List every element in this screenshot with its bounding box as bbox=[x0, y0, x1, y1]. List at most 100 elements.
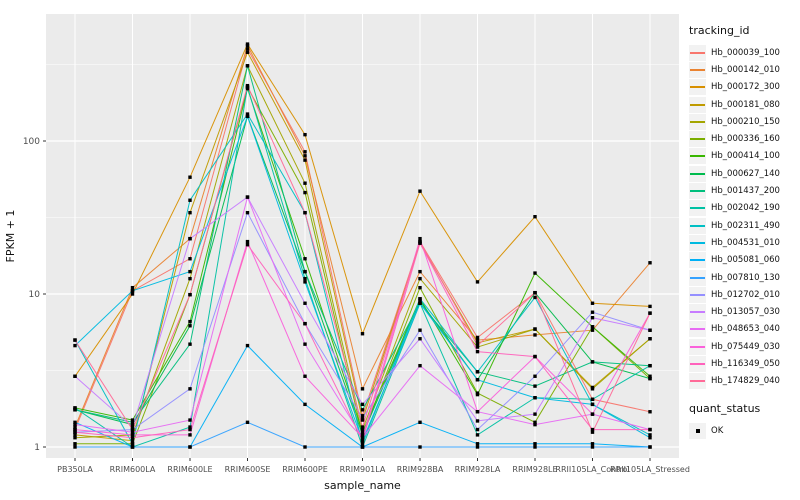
legend-item: Hb_075449_030 bbox=[689, 338, 799, 355]
x-axis-title: sample_name bbox=[324, 479, 401, 492]
data-point bbox=[188, 425, 192, 429]
legend-key-swatch bbox=[689, 338, 706, 355]
legend-color-line bbox=[690, 68, 705, 71]
x-tick-label: RRIM600LA bbox=[110, 465, 156, 474]
data-point bbox=[245, 210, 250, 215]
legend-item: Hb_048653_040 bbox=[689, 321, 799, 338]
data-point bbox=[188, 324, 192, 328]
legend-item: Hb_007810_130 bbox=[689, 269, 799, 286]
data-point bbox=[418, 285, 422, 290]
data-point bbox=[303, 321, 307, 326]
legend-item: Hb_001437_200 bbox=[689, 182, 799, 200]
legend-item: Hb_000627_140 bbox=[689, 165, 799, 182]
data-point bbox=[130, 442, 135, 446]
legend-label: Hb_000414_100 bbox=[711, 151, 780, 162]
legend-label: Hb_048653_040 bbox=[711, 324, 780, 335]
legend-item: Hb_116349_050 bbox=[689, 355, 799, 372]
data-point bbox=[533, 327, 537, 331]
data-point bbox=[130, 438, 135, 443]
data-point bbox=[188, 445, 192, 449]
data-point bbox=[475, 370, 480, 374]
legend-key-swatch bbox=[689, 373, 706, 390]
data-point bbox=[130, 289, 135, 293]
data-point bbox=[648, 261, 652, 265]
data-point bbox=[303, 210, 307, 215]
x-tick-label: RRII105LA_Control bbox=[555, 465, 629, 474]
data-point bbox=[533, 215, 537, 219]
legend-color-line bbox=[690, 51, 705, 54]
legend-item: Hb_000336_160 bbox=[689, 130, 799, 148]
legend-label: Hb_007810_130 bbox=[711, 272, 780, 283]
data-point bbox=[303, 342, 307, 346]
data-point bbox=[130, 430, 135, 434]
data-point bbox=[303, 158, 307, 162]
data-point bbox=[303, 276, 307, 281]
data-point bbox=[303, 445, 307, 449]
data-point bbox=[648, 445, 652, 449]
data-point bbox=[130, 418, 135, 422]
data-point bbox=[73, 427, 77, 432]
data-point bbox=[590, 360, 595, 364]
legend-key-swatch bbox=[689, 148, 706, 165]
legend-key-swatch bbox=[689, 96, 706, 113]
data-point bbox=[188, 433, 192, 437]
legend-color-line bbox=[690, 190, 705, 193]
data-point bbox=[245, 83, 250, 88]
data-point bbox=[533, 412, 537, 416]
data-point bbox=[360, 445, 365, 449]
legend-color-line bbox=[690, 345, 705, 348]
legend-label: Hb_000210_150 bbox=[711, 116, 780, 127]
data-point bbox=[130, 420, 135, 425]
data-point bbox=[533, 384, 537, 388]
x-tick-label: RRIM928LA bbox=[455, 465, 501, 474]
data-point bbox=[648, 328, 652, 332]
legend-label: Hb_002311_490 bbox=[711, 220, 780, 231]
legend-label: Hb_013057_030 bbox=[711, 307, 780, 318]
data-point bbox=[303, 181, 307, 185]
data-point bbox=[533, 333, 537, 337]
data-point bbox=[533, 271, 537, 275]
legend-label: Hb_000181_080 bbox=[711, 99, 780, 110]
data-point bbox=[303, 150, 307, 154]
data-point bbox=[303, 132, 307, 137]
data-point bbox=[188, 427, 192, 432]
data-point bbox=[360, 427, 365, 432]
legend-key-swatch bbox=[689, 113, 706, 130]
legend-item: Hb_000172_300 bbox=[689, 79, 799, 96]
legend-title-quant-status: quant_status bbox=[689, 401, 761, 415]
data-point bbox=[130, 436, 135, 440]
legend-item: Hb_000142_010 bbox=[689, 61, 799, 78]
legend-title-tracking-id: tracking_id bbox=[689, 24, 750, 37]
data-point bbox=[475, 349, 480, 354]
data-point bbox=[590, 301, 595, 305]
data-point bbox=[130, 422, 135, 427]
data-point bbox=[475, 280, 480, 284]
data-point bbox=[245, 420, 250, 425]
data-point bbox=[360, 436, 365, 440]
legend-color-line bbox=[690, 172, 705, 175]
quant-status-items: OK bbox=[689, 422, 799, 439]
data-point bbox=[648, 427, 652, 432]
data-point bbox=[303, 269, 307, 274]
y-axis-title: FPKM + 1 bbox=[4, 210, 17, 263]
legend-key-swatch bbox=[689, 252, 706, 269]
legend-label: Hb_174829_040 bbox=[711, 376, 780, 387]
legend-label: Hb_012702_010 bbox=[711, 289, 780, 300]
data-point bbox=[73, 422, 77, 427]
data-point bbox=[590, 387, 595, 391]
data-point bbox=[245, 42, 250, 46]
x-tick-label: RRIM600SE bbox=[225, 465, 271, 474]
data-point bbox=[73, 433, 77, 437]
legend-color-line bbox=[690, 241, 705, 244]
data-point bbox=[360, 387, 365, 391]
data-point bbox=[188, 342, 192, 346]
legend-color-line bbox=[690, 86, 705, 89]
data-point bbox=[303, 257, 307, 261]
data-point bbox=[245, 64, 250, 68]
data-point bbox=[648, 363, 652, 368]
legend-color-line bbox=[690, 276, 705, 279]
quant-status-label: OK bbox=[711, 425, 724, 436]
data-point bbox=[590, 325, 595, 329]
legend-color-line bbox=[690, 328, 705, 331]
